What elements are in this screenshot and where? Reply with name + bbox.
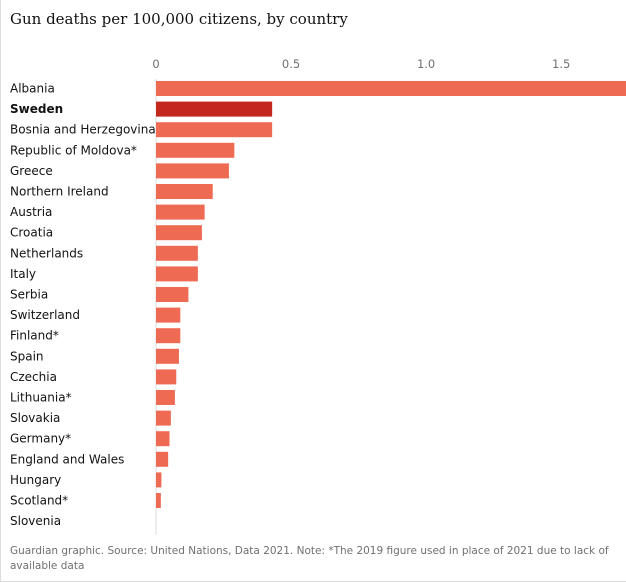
bar (156, 369, 177, 385)
x-tick-label: 0.5 (282, 57, 300, 71)
category-label: Serbia (10, 288, 48, 302)
bar (156, 410, 171, 426)
category-label: Sweden (10, 102, 63, 116)
category-label: Scotland* (10, 494, 68, 508)
bar (156, 225, 202, 241)
chart-footnote: Guardian graphic. Source: United Nations… (10, 545, 609, 572)
category-label: Italy (10, 267, 36, 281)
category-label: Republic of Moldova* (10, 143, 137, 157)
bar (156, 184, 213, 199)
category-label: Germany* (10, 432, 71, 446)
category-label: Finland* (10, 329, 59, 343)
bar (156, 390, 175, 405)
category-label: Czechia (10, 370, 57, 384)
bar (156, 245, 198, 261)
category-label: England and Wales (10, 452, 124, 466)
category-label: Spain (10, 349, 44, 363)
bar (156, 204, 205, 220)
x-tick-label: 1.0 (417, 57, 435, 71)
category-label: Greece (10, 164, 53, 178)
bar (156, 431, 170, 447)
bar (156, 122, 273, 138)
category-label: Albania (10, 82, 55, 96)
bar (156, 348, 179, 364)
category-label: Northern Ireland (10, 185, 109, 199)
category-label: Slovenia (10, 514, 61, 528)
category-label: Croatia (10, 226, 53, 240)
x-tick-label: 0 (152, 57, 159, 71)
bar (156, 472, 162, 488)
category-label: Lithuania* (10, 391, 72, 405)
x-tick-label: 1.5 (552, 57, 570, 71)
chart-title: Gun deaths per 100,000 citizens, by coun… (10, 10, 348, 28)
bar (156, 81, 626, 96)
bar (156, 493, 161, 508)
category-label: Switzerland (10, 308, 80, 322)
bar (156, 163, 229, 179)
category-label: Bosnia and Herzegovina (10, 123, 156, 137)
category-label: Austria (10, 205, 52, 219)
category-label: Slovakia (10, 411, 60, 425)
bar (156, 307, 181, 323)
bar (156, 266, 198, 282)
bar (156, 287, 189, 302)
bar (156, 451, 169, 467)
bar-chart: 0 0.5 1.0 1.5 Albania Sweden Bosnia and Herzeg… (10, 57, 626, 535)
bar (156, 142, 235, 158)
bar (156, 328, 181, 344)
category-label: Netherlands (10, 246, 83, 260)
category-label: Hungary (10, 473, 61, 487)
bar (156, 101, 273, 117)
